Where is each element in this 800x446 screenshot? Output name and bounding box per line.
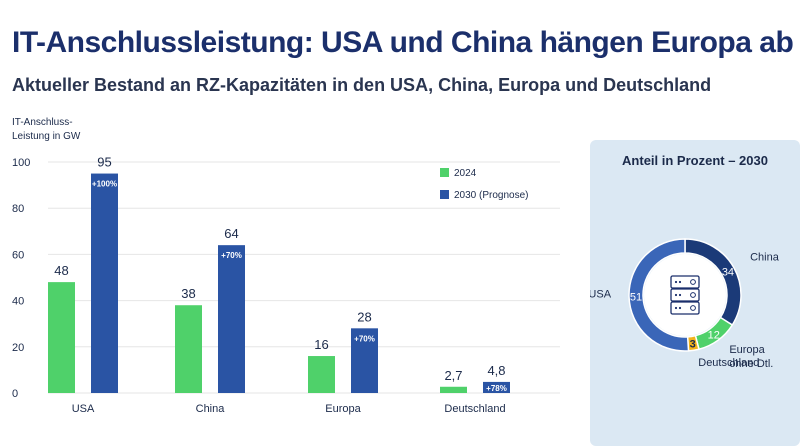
- server-led-icon: [674, 306, 678, 310]
- growth-label: +78%: [486, 384, 507, 393]
- y-tick-label: 40: [12, 296, 24, 308]
- bar-value-label: 38: [181, 286, 195, 301]
- x-tick-label: USA: [72, 403, 95, 415]
- bar-value-label: 95: [97, 155, 111, 170]
- legend-label: 2024: [454, 168, 477, 179]
- y-tick-label: 60: [12, 249, 24, 261]
- server-rack-icon: [670, 301, 700, 315]
- server-led-icon: [678, 306, 682, 310]
- legend-swatch: [440, 168, 449, 177]
- y-axis-title-line: IT-Anschluss-: [12, 117, 73, 128]
- server-rack-icon: [670, 288, 700, 302]
- server-led-icon: [674, 280, 678, 284]
- y-tick-label: 20: [12, 342, 24, 354]
- donut-category-label: ohne Dtl.: [729, 358, 773, 370]
- bar-chart: IT-Anschluss- Leistung in GW 0 20 40 60 80 100 U…: [12, 117, 560, 415]
- bar-value-label: 4,8: [487, 363, 505, 378]
- bar-value-label: 16: [314, 337, 328, 352]
- donut-category-label: Europa: [729, 344, 765, 356]
- power-icon: [690, 279, 696, 285]
- y-axis-title-line: Leistung in GW: [12, 131, 81, 142]
- donut-slice: [628, 238, 690, 352]
- y-tick-label: 100: [12, 157, 30, 169]
- bar-value-label: 28: [357, 309, 371, 324]
- server-led-icon: [674, 293, 678, 297]
- server-led-icon: [678, 293, 682, 297]
- donut-category-label: USA: [590, 288, 612, 300]
- y-tick-label: 0: [12, 388, 18, 400]
- power-icon: [690, 305, 696, 311]
- bar-2024: [48, 282, 75, 393]
- x-tick-label: China: [196, 403, 226, 415]
- page-subtitle: Aktueller Bestand an RZ-Kapazitäten in d…: [12, 75, 712, 95]
- bar-2030: [91, 173, 118, 393]
- donut-category-label: China: [750, 251, 780, 263]
- server-led-icon: [678, 280, 682, 284]
- share-panel: Anteil in Prozent – 2030 34 China 12 Europa o…: [590, 140, 800, 446]
- donut-hole: [644, 254, 726, 336]
- server-rack-icon: [670, 275, 700, 289]
- growth-label: +70%: [354, 334, 375, 343]
- y-tick-label: 80: [12, 203, 24, 215]
- growth-label: +100%: [92, 180, 117, 189]
- bar-value-label: 64: [224, 226, 238, 241]
- bar-2030: [483, 381, 510, 393]
- bar-2030: [218, 245, 245, 393]
- bar-value-label: 48: [54, 263, 68, 278]
- donut-category-label: Deutschland: [698, 357, 759, 369]
- donut-value-label: 12: [708, 330, 720, 342]
- power-icon: [690, 292, 696, 298]
- donut-value-label: 3: [690, 338, 696, 350]
- legend-swatch: [440, 190, 449, 199]
- bar-2030: [351, 328, 378, 393]
- donut-title: Anteil in Prozent – 2030: [622, 153, 768, 168]
- bar-2024: [175, 305, 202, 393]
- page-title: IT-Anschlussleistung: USA und China häng…: [12, 26, 794, 59]
- x-tick-label: Europa: [325, 403, 361, 415]
- bar-value-label: 2,7: [444, 368, 462, 383]
- donut-chart: Anteil in Prozent – 2030 34 China 12 Europa o…: [590, 153, 780, 370]
- legend-label: 2030 (Prognose): [454, 190, 529, 201]
- bar-2024: [308, 356, 335, 393]
- bar-2024: [440, 386, 467, 393]
- donut-value-label: 51: [630, 292, 642, 304]
- growth-label: +70%: [221, 251, 242, 260]
- donut-value-label: 34: [722, 266, 734, 278]
- x-tick-label: Deutschland: [444, 403, 505, 415]
